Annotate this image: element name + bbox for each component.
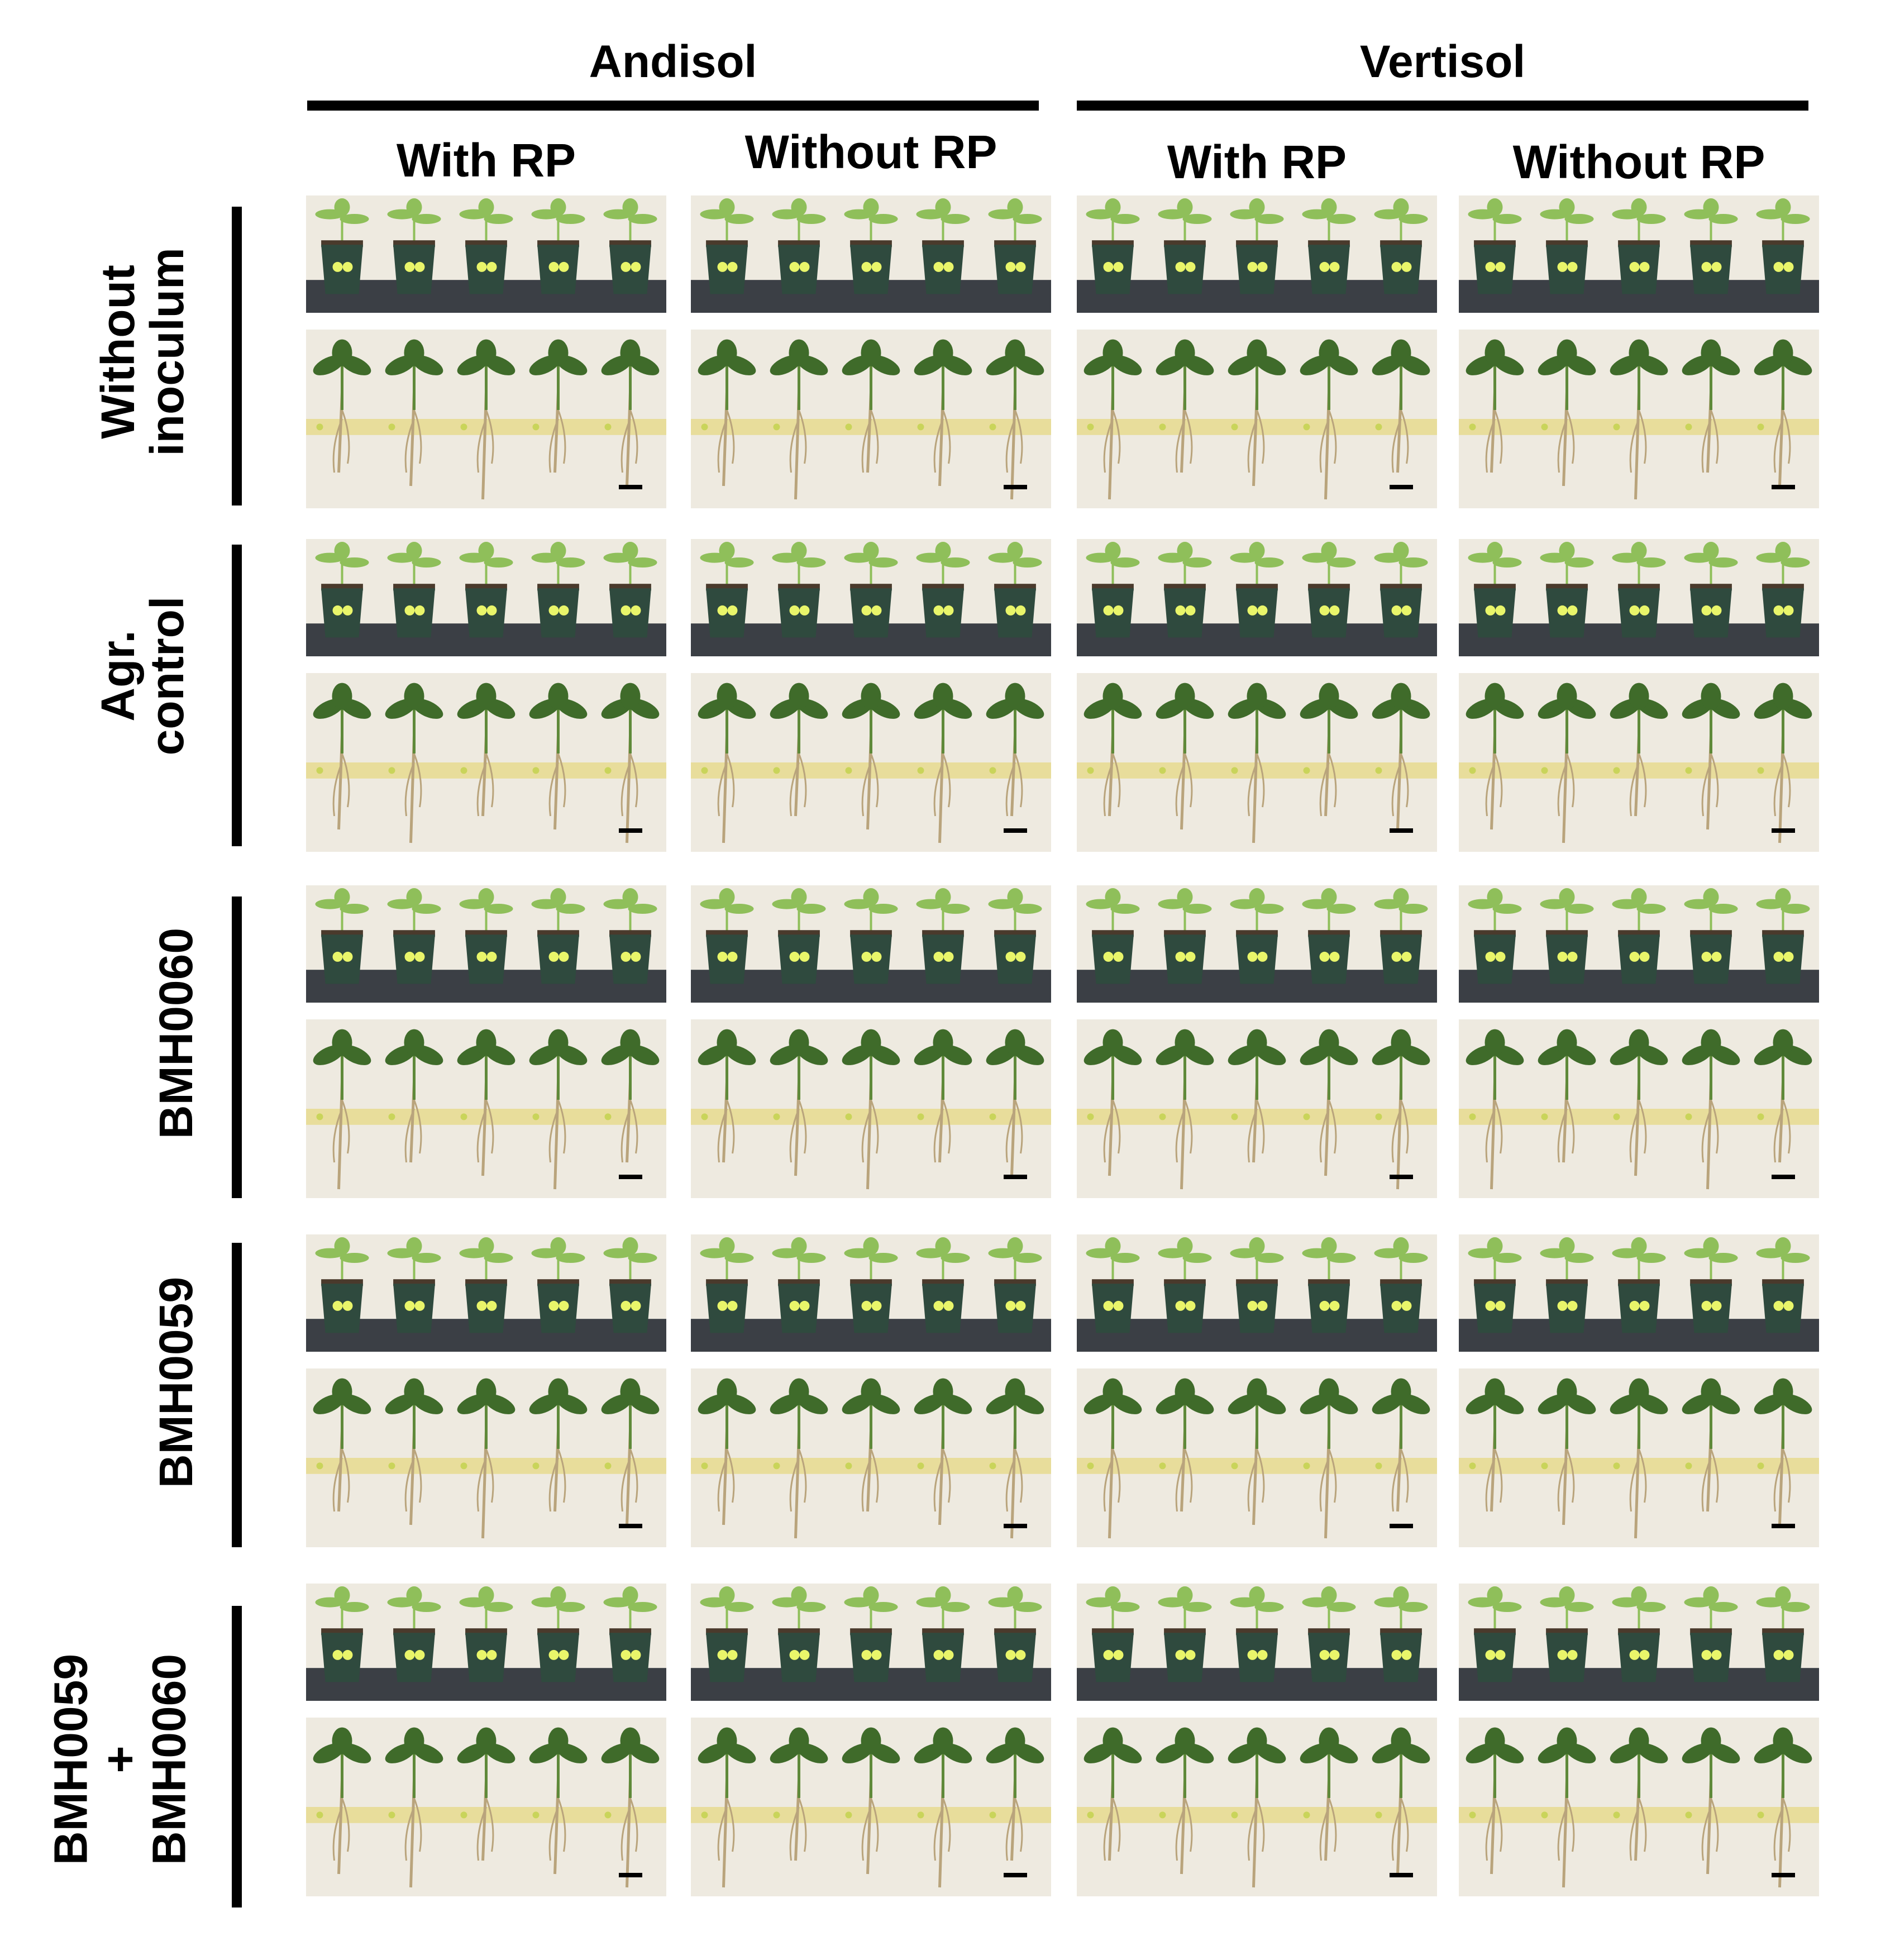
- column-header-vertisol-with-rp: With RP: [1167, 136, 1347, 188]
- row-bar-bmh0059-bmh0060: [232, 1606, 242, 1907]
- row-label-line: Agr.: [91, 630, 144, 722]
- row-label-line: control: [141, 596, 193, 756]
- pot-photo: [1459, 885, 1819, 1003]
- pot-photo: [306, 1584, 666, 1701]
- row-label-line: inoculum: [141, 247, 193, 456]
- column-header-andisol-without-rp: Without RP: [744, 126, 997, 178]
- soil-header-andisol: Andisol: [589, 36, 757, 87]
- column-header-vertisol-without-rp: Without RP: [1512, 136, 1765, 188]
- root-photo: [306, 1718, 666, 1896]
- pot-photo: [691, 539, 1051, 656]
- row-label-line: BMH0060: [149, 927, 202, 1139]
- root-photo: [691, 1019, 1051, 1198]
- row-label-line: Without: [91, 265, 144, 439]
- row-bar-bmh0059: [232, 1243, 242, 1547]
- row-label-line: +: [93, 1746, 146, 1773]
- pot-photo: [691, 1584, 1051, 1701]
- root-photo: [691, 673, 1051, 852]
- root-photo: [1459, 673, 1819, 852]
- pot-photo: [306, 1234, 666, 1352]
- root-photo: [1459, 1019, 1819, 1198]
- root-photo: [306, 1019, 666, 1198]
- pot-photo: [1077, 885, 1437, 1003]
- row-label-bmh0059: BMH0059: [149, 1276, 202, 1489]
- pot-photo: [1459, 1234, 1819, 1352]
- row-bar-bmh0060: [232, 896, 242, 1198]
- root-photo: [1077, 1368, 1437, 1547]
- pot-photo: [1077, 1234, 1437, 1352]
- column-header-andisol-with-rp: With RP: [396, 134, 576, 187]
- row-label-without-inoculum: Without inoculum: [91, 247, 193, 456]
- pot-photo: [1459, 1584, 1819, 1701]
- row-label-bmh0060: BMH0060: [149, 927, 202, 1139]
- pot-photo: [1459, 539, 1819, 656]
- row-label-bmh0059-bmh0060: BMH0059 + BMH0060: [44, 1653, 196, 1866]
- root-photo: [1459, 330, 1819, 508]
- root-photo: [306, 1368, 666, 1547]
- pot-photo: [691, 885, 1051, 1003]
- root-photo: [1077, 673, 1437, 852]
- root-photo: [306, 673, 666, 852]
- row-label-agr-control: Agr. control: [91, 596, 193, 756]
- row-bar-agr-control: [232, 545, 242, 846]
- pot-photo: [306, 539, 666, 656]
- root-photo: [1459, 1718, 1819, 1896]
- soil-header-vertisol: Vertisol: [1359, 36, 1526, 87]
- soil-bar-andisol: [307, 101, 1039, 111]
- pot-photo: [691, 195, 1051, 313]
- root-photo: [1459, 1368, 1819, 1547]
- pot-photo: [1077, 195, 1437, 313]
- root-photo: [691, 330, 1051, 508]
- row-label-line: BMH0059: [44, 1653, 97, 1866]
- root-photo: [691, 1718, 1051, 1896]
- pot-photo: [306, 885, 666, 1003]
- pot-photo: [1077, 539, 1437, 656]
- pot-photo: [306, 195, 666, 313]
- root-photo: [1077, 1718, 1437, 1896]
- pot-photo: [1077, 1584, 1437, 1701]
- soil-bar-vertisol: [1077, 101, 1808, 111]
- row-label-line: BMH0060: [143, 1653, 196, 1866]
- pot-photo: [691, 1234, 1051, 1352]
- row-bar-without-inoculum: [232, 207, 242, 506]
- root-photo: [1077, 330, 1437, 508]
- row-label-line: BMH0059: [149, 1276, 202, 1489]
- root-photo: [1077, 1019, 1437, 1198]
- pot-photo: [1459, 195, 1819, 313]
- root-photo: [306, 330, 666, 508]
- root-photo: [691, 1368, 1051, 1547]
